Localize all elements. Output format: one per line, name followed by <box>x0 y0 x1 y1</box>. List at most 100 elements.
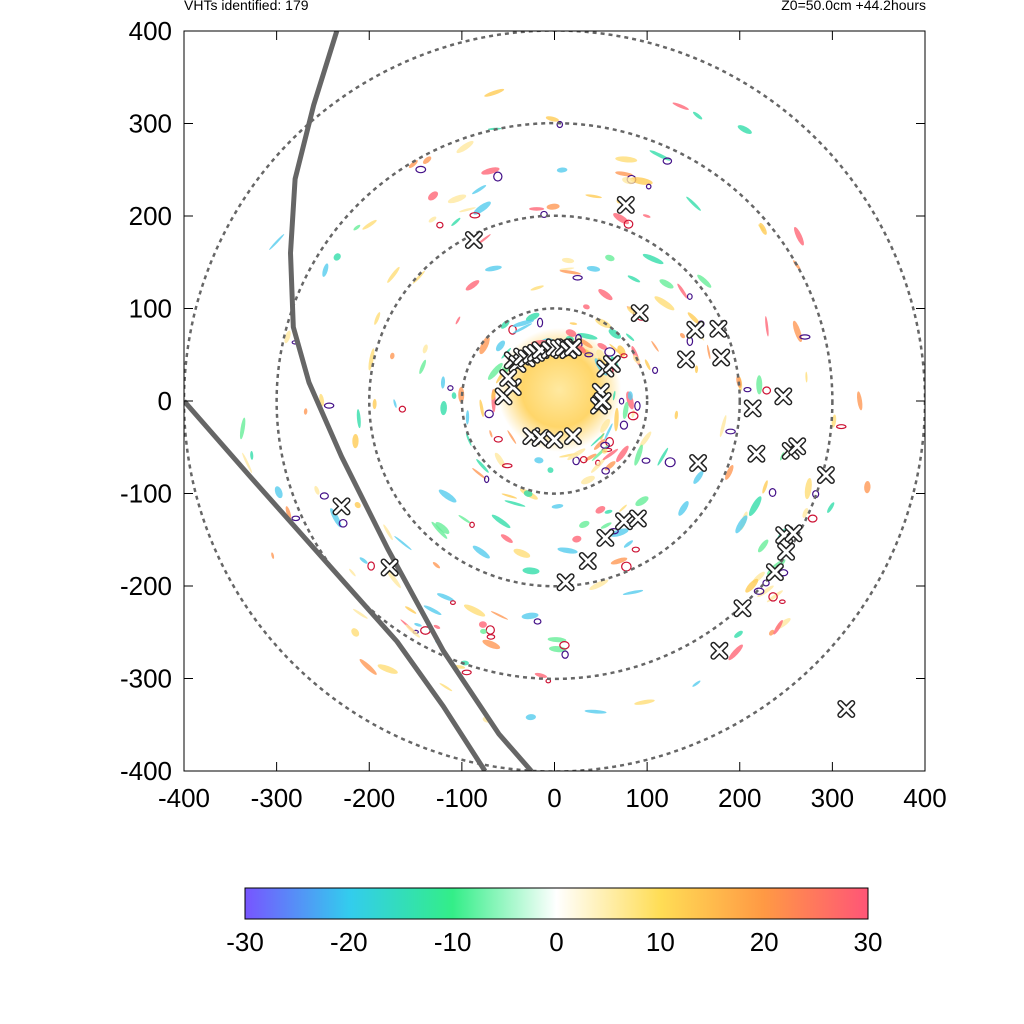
field-blob <box>622 177 635 185</box>
x-tick-label: 0 <box>547 783 561 813</box>
contour-ring <box>469 212 481 219</box>
field-blob <box>572 535 582 543</box>
field-blob <box>561 257 575 264</box>
contour-ring <box>540 210 548 219</box>
field-blob <box>651 340 659 352</box>
field-blob <box>642 214 651 218</box>
contour-ring <box>836 424 847 430</box>
contour-ring <box>486 634 496 640</box>
contour-ring <box>338 518 348 528</box>
field-blob <box>577 333 598 340</box>
field-blob <box>463 604 486 617</box>
field-blob <box>864 481 871 494</box>
colorbar-tick-label: 20 <box>750 927 779 957</box>
vht-marker <box>765 563 784 582</box>
field-blob <box>590 457 606 473</box>
field-blob <box>387 266 400 283</box>
vht-marker <box>777 542 796 561</box>
contour-ring <box>559 641 570 650</box>
field-blob <box>612 390 616 401</box>
range-ring <box>275 121 834 681</box>
field-blob <box>422 344 428 354</box>
contour-ring <box>619 420 629 430</box>
field-blob <box>351 628 360 637</box>
x-tick-label: 400 <box>903 783 946 813</box>
field-blob <box>584 709 607 714</box>
field-blob <box>856 391 863 411</box>
field-blob <box>393 399 397 408</box>
vht-marker <box>545 430 564 449</box>
field-blob <box>766 590 783 603</box>
field-blob <box>359 557 368 564</box>
axis-ticks: -400 -300 -200 -100 0 100 200 300 400 400 300 200 10… <box>120 16 947 813</box>
field-blob <box>792 320 803 343</box>
field-blob <box>472 468 487 480</box>
vht-markers <box>332 195 856 718</box>
colorbar-tick-label: 0 <box>549 927 563 957</box>
field-blob <box>597 342 608 350</box>
field-blob <box>438 489 457 503</box>
field-blob <box>585 194 602 199</box>
y-tick-label: 0 <box>158 386 172 416</box>
contour-ring <box>579 456 588 464</box>
field-blob <box>271 552 275 559</box>
field-blob <box>372 398 377 410</box>
field-blob <box>586 265 601 272</box>
field-blob <box>501 493 518 499</box>
field-blob <box>595 506 606 514</box>
field-blob <box>773 619 783 635</box>
vht-marker <box>712 348 731 367</box>
field-blob <box>757 539 769 553</box>
vht-marker <box>332 497 351 516</box>
field-blob <box>352 433 359 449</box>
field-blob <box>706 344 711 360</box>
field-blob <box>465 432 472 446</box>
field-blob <box>627 275 641 283</box>
vht-marker <box>615 512 633 531</box>
field-blob <box>368 348 375 371</box>
field-blob <box>687 312 700 325</box>
field-blob <box>634 699 655 705</box>
field-blob <box>759 222 767 235</box>
contour-ring <box>461 669 472 676</box>
field-blob <box>534 672 548 678</box>
field-blob <box>604 461 616 471</box>
field-blob <box>674 410 679 420</box>
x-tick-label: -300 <box>251 783 303 813</box>
field-blob <box>525 714 536 721</box>
y-tick-label: -400 <box>120 756 172 786</box>
field-blob <box>476 459 489 473</box>
contour-ring <box>483 475 490 484</box>
field-blob <box>451 392 457 400</box>
field-blob <box>479 336 490 355</box>
field-blob <box>737 125 752 134</box>
x-tick-label: -100 <box>436 783 488 813</box>
field-blob <box>428 216 437 223</box>
vht-marker <box>774 387 793 406</box>
field-blob <box>694 365 699 374</box>
field-blob <box>481 167 500 175</box>
field-blob <box>615 171 633 177</box>
field-blob <box>383 524 393 541</box>
field-blob <box>423 605 442 616</box>
field-blob <box>522 567 540 575</box>
track-lines <box>184 31 534 771</box>
field-blob <box>473 201 491 215</box>
vht-marker <box>686 320 705 339</box>
field-blob <box>557 547 578 554</box>
contour-ring <box>415 165 427 174</box>
field-blob <box>352 608 368 619</box>
field-blob <box>242 452 253 474</box>
field-blob <box>567 448 586 461</box>
field-blob <box>451 217 461 227</box>
contour-ring <box>618 397 625 405</box>
contour-ring <box>536 317 544 328</box>
field-blob <box>478 621 487 628</box>
field-blob <box>534 457 544 464</box>
contour-ring <box>556 120 564 129</box>
vht-marker <box>677 350 695 369</box>
contour-ring <box>627 411 639 421</box>
field-blob <box>692 680 701 687</box>
contour-ring <box>485 625 495 635</box>
field-blob <box>625 333 635 341</box>
